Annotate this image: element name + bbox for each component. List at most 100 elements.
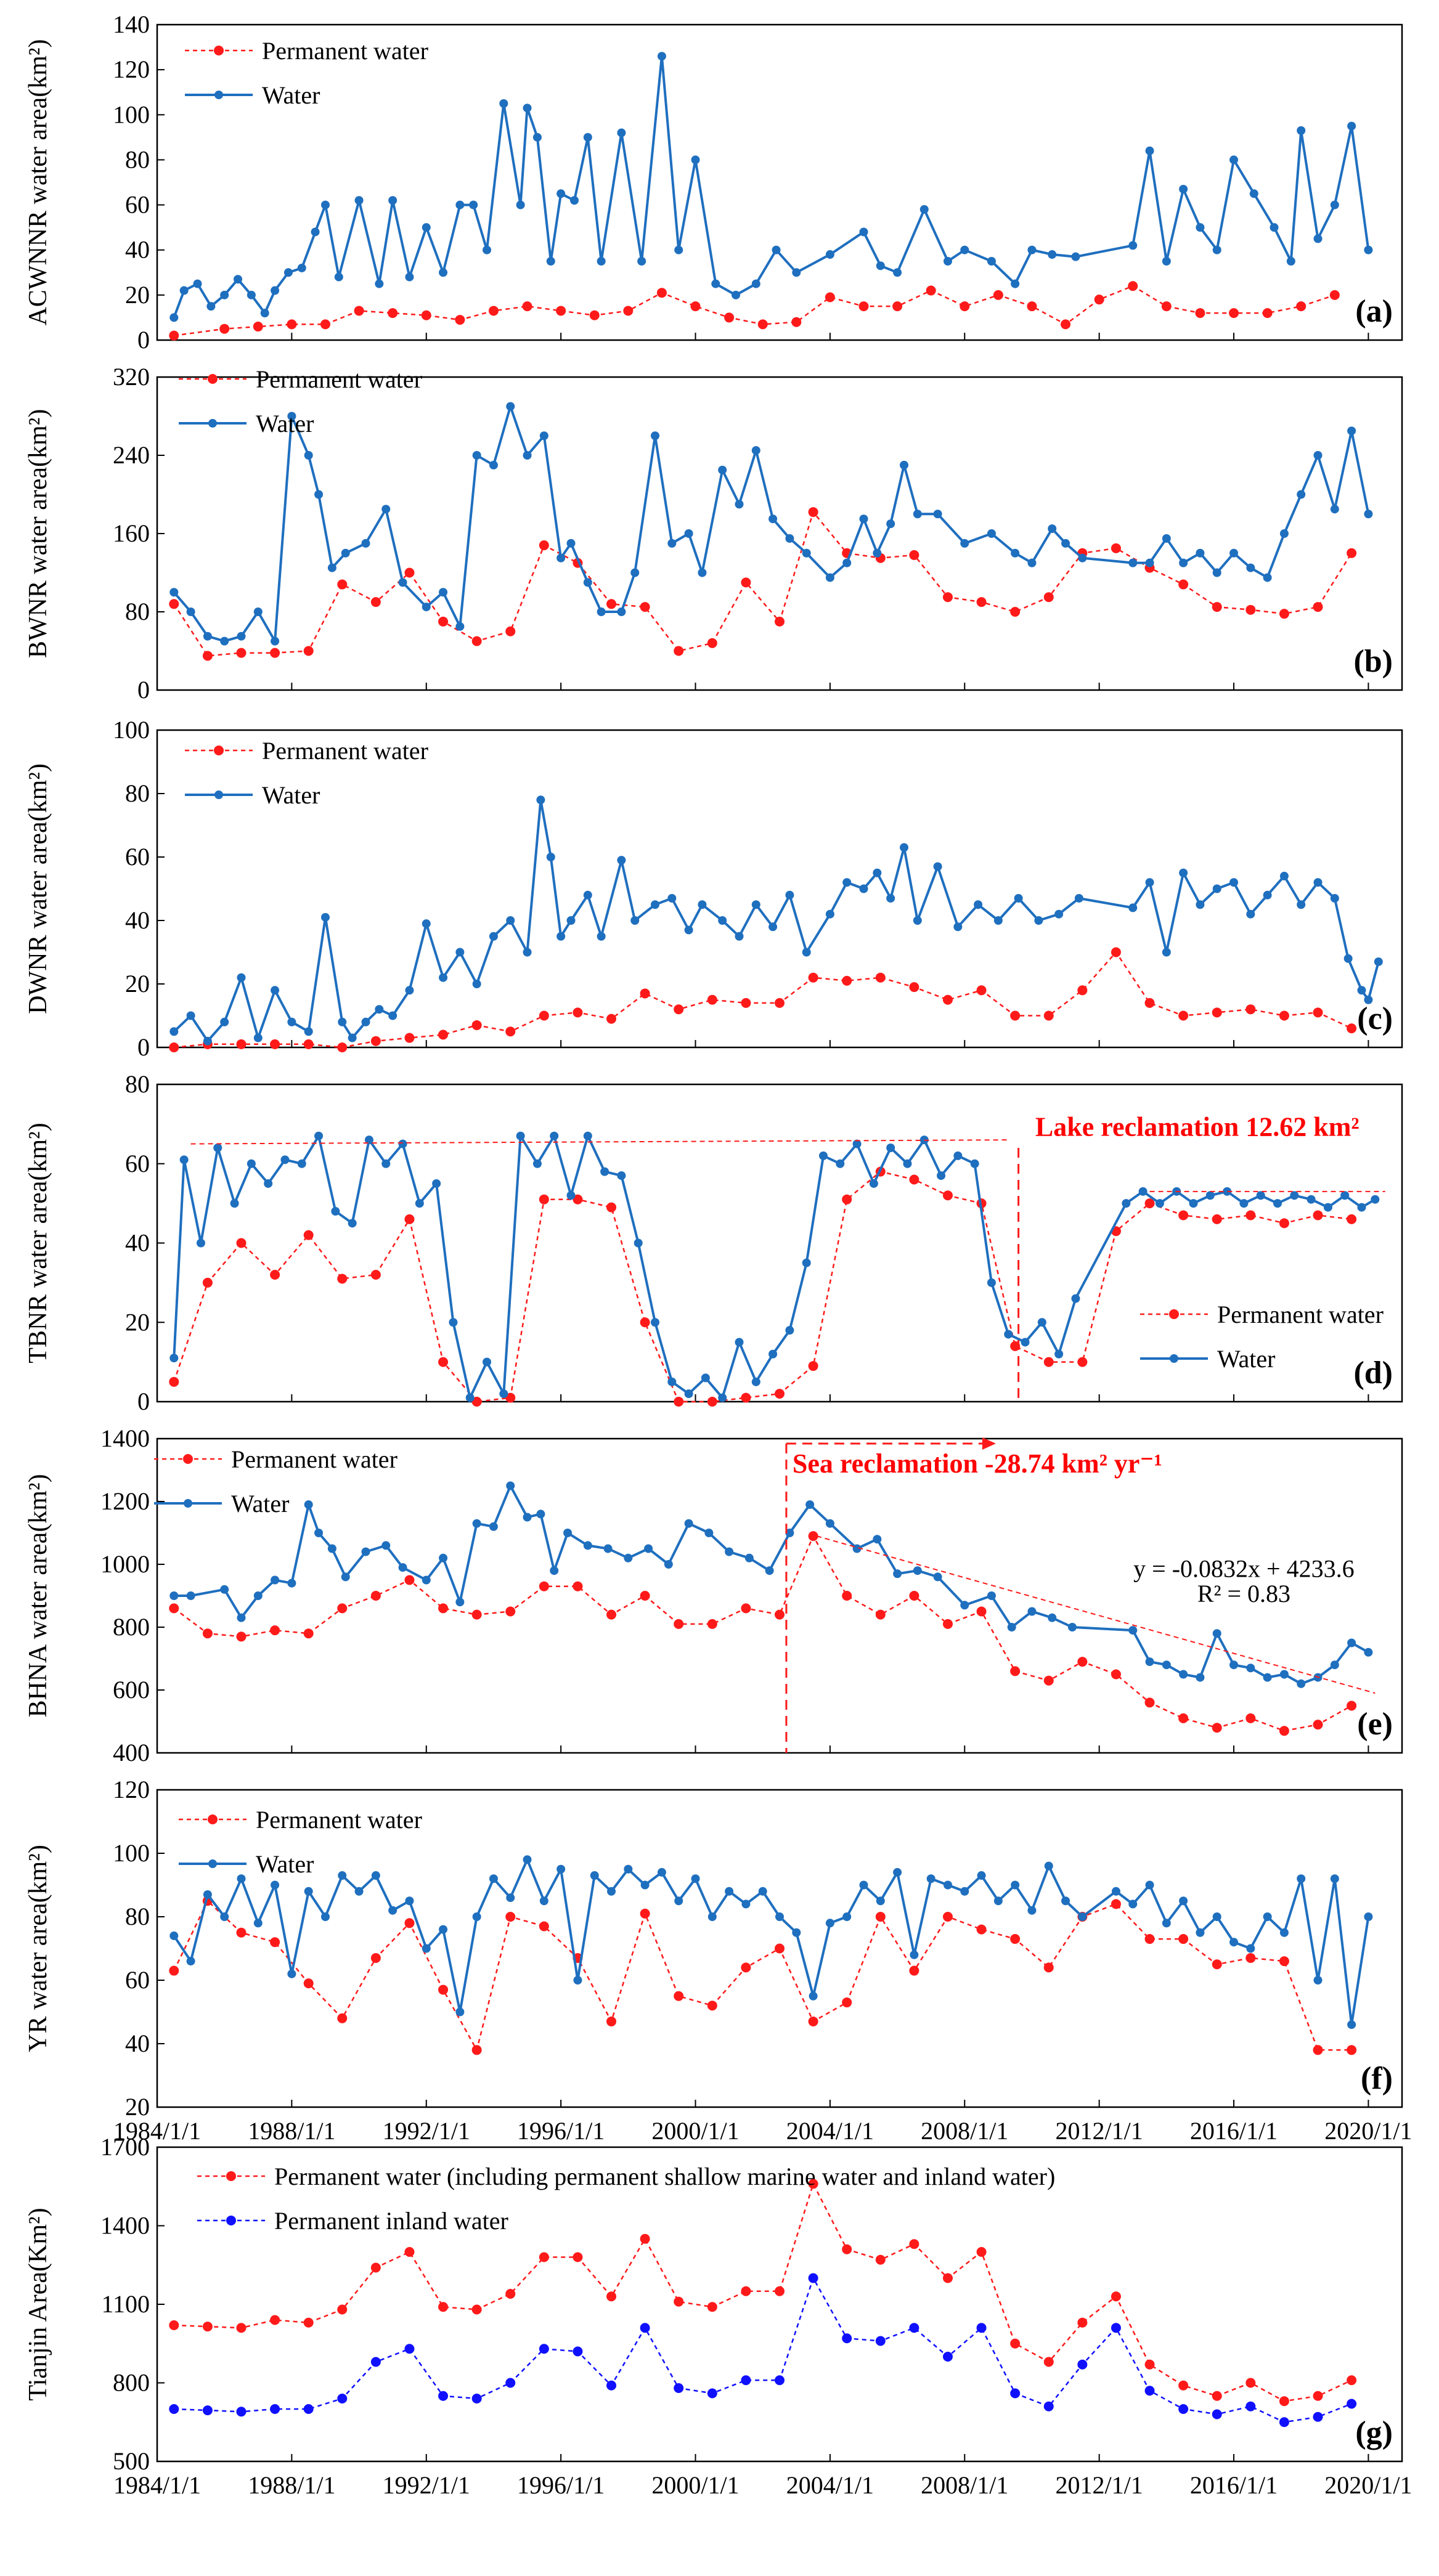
data-point-water xyxy=(667,893,677,903)
data-point-permanent xyxy=(1043,1010,1054,1021)
data-point-permanent xyxy=(775,616,785,627)
data-point-permanent xyxy=(707,1397,717,1407)
data-point-inland xyxy=(1077,2359,1088,2370)
data-point-water xyxy=(644,1544,653,1553)
data-point-permanent xyxy=(1111,1669,1121,1680)
data-point-water xyxy=(1054,909,1064,919)
data-point-water xyxy=(1179,184,1188,193)
y-tick-label: 500 xyxy=(113,2447,150,2475)
data-point-permanent xyxy=(942,1912,953,1922)
data-point-permanent xyxy=(942,2273,953,2283)
data-point-water xyxy=(230,1199,239,1208)
data-point-permanent xyxy=(438,616,449,627)
data-point-permanent xyxy=(202,651,213,661)
data-point-permanent xyxy=(606,2016,617,2026)
data-point-water xyxy=(1162,257,1171,266)
data-point-water xyxy=(825,250,834,259)
data-point-water xyxy=(1270,223,1279,232)
data-point-water xyxy=(297,263,306,272)
data-point-water xyxy=(698,568,707,577)
data-point-water xyxy=(741,1899,751,1909)
data-point-permanent xyxy=(1212,1007,1222,1018)
data-point-water xyxy=(1229,1938,1239,1947)
data-point-water xyxy=(809,1991,818,2001)
data-point-water xyxy=(977,1871,986,1880)
data-point-water xyxy=(331,1207,340,1216)
data-point-permanent xyxy=(270,648,280,658)
legend-label-inland: Permanent inland water xyxy=(274,2207,508,2235)
data-point-water xyxy=(1313,878,1323,887)
data-point-permanent xyxy=(942,1190,953,1201)
data-point-water xyxy=(711,279,720,288)
data-point-water xyxy=(1364,1912,1373,1921)
data-point-permanent xyxy=(471,2304,482,2315)
data-point-permanent xyxy=(875,2254,886,2265)
data-point-water xyxy=(1364,245,1373,254)
data-point-water xyxy=(287,1017,296,1026)
data-point-water xyxy=(220,636,229,646)
data-point-water xyxy=(1011,1880,1020,1890)
data-point-inland xyxy=(1212,2409,1222,2420)
legend-label-water: Water xyxy=(231,1490,290,1518)
y-tick-label: 1400 xyxy=(100,1424,150,1452)
data-point-water xyxy=(237,973,246,982)
y-tick-label: 1000 xyxy=(100,1550,150,1578)
plot-frame xyxy=(156,1789,1403,2108)
data-point-permanent xyxy=(438,1357,449,1367)
data-point-water xyxy=(1027,245,1037,254)
data-point-water xyxy=(536,1509,545,1519)
data-point-water xyxy=(1205,1191,1215,1200)
data-point-water xyxy=(1371,1195,1380,1204)
data-point-water xyxy=(1330,1874,1339,1883)
data-point-water xyxy=(987,529,996,538)
trend-equation: y = -0.0832x + 4233.6 xyxy=(1133,1554,1354,1582)
y-tick-label: 1700 xyxy=(100,2133,150,2161)
data-point-inland xyxy=(471,2394,482,2403)
data-point-water xyxy=(1229,878,1239,887)
data-point-water xyxy=(405,1896,414,1906)
data-point-water xyxy=(1145,146,1154,155)
data-point-water xyxy=(876,261,885,270)
data-point-permanent xyxy=(202,2322,213,2332)
data-point-permanent xyxy=(471,636,482,646)
data-point-water xyxy=(1263,890,1272,900)
data-point-permanent xyxy=(539,1010,549,1021)
data-point-water xyxy=(886,519,895,529)
data-point-permanent xyxy=(505,2289,516,2299)
data-point-permanent xyxy=(909,1174,919,1185)
data-point-water xyxy=(684,1519,693,1528)
panel-e: 400 600 800 1000 1200 1400 BHNA water area(km²… xyxy=(24,1424,1403,1766)
data-point-water xyxy=(1196,900,1205,909)
data-point-water xyxy=(1111,1887,1120,1896)
data-point-water xyxy=(1263,1912,1272,1921)
data-point-water xyxy=(825,573,834,582)
x-tick-label: 2008/1/1 xyxy=(921,2117,1008,2145)
data-point-permanent xyxy=(1111,2291,1121,2302)
data-point-permanent xyxy=(707,2302,717,2312)
data-point-permanent xyxy=(1347,2375,1357,2386)
data-point-water xyxy=(472,1912,481,1921)
data-point-water xyxy=(1279,871,1289,880)
data-point-water xyxy=(893,1867,902,1877)
data-point-water xyxy=(691,155,700,165)
data-point-water xyxy=(489,932,498,941)
data-point-water xyxy=(900,843,908,852)
data-point-water xyxy=(556,553,566,563)
data-point-permanent xyxy=(1144,1934,1155,1944)
data-point-permanent xyxy=(775,1943,785,1954)
y-tick-label: 80 xyxy=(125,1070,150,1098)
legend-label-permanent: Permanent water xyxy=(256,1806,422,1834)
data-point-permanent xyxy=(370,1270,381,1280)
data-point-permanent xyxy=(808,972,818,983)
data-point-water xyxy=(768,514,778,524)
data-point-permanent xyxy=(505,626,516,636)
series-line-water xyxy=(173,56,1370,319)
data-point-inland xyxy=(1010,2388,1021,2399)
data-point-water xyxy=(785,890,794,900)
data-point-permanent xyxy=(640,1317,650,1328)
data-point-inland xyxy=(1144,2386,1155,2396)
data-point-water xyxy=(523,104,532,113)
data-point-water xyxy=(886,893,895,903)
data-point-water xyxy=(375,1005,384,1014)
data-point-permanent xyxy=(976,985,987,996)
